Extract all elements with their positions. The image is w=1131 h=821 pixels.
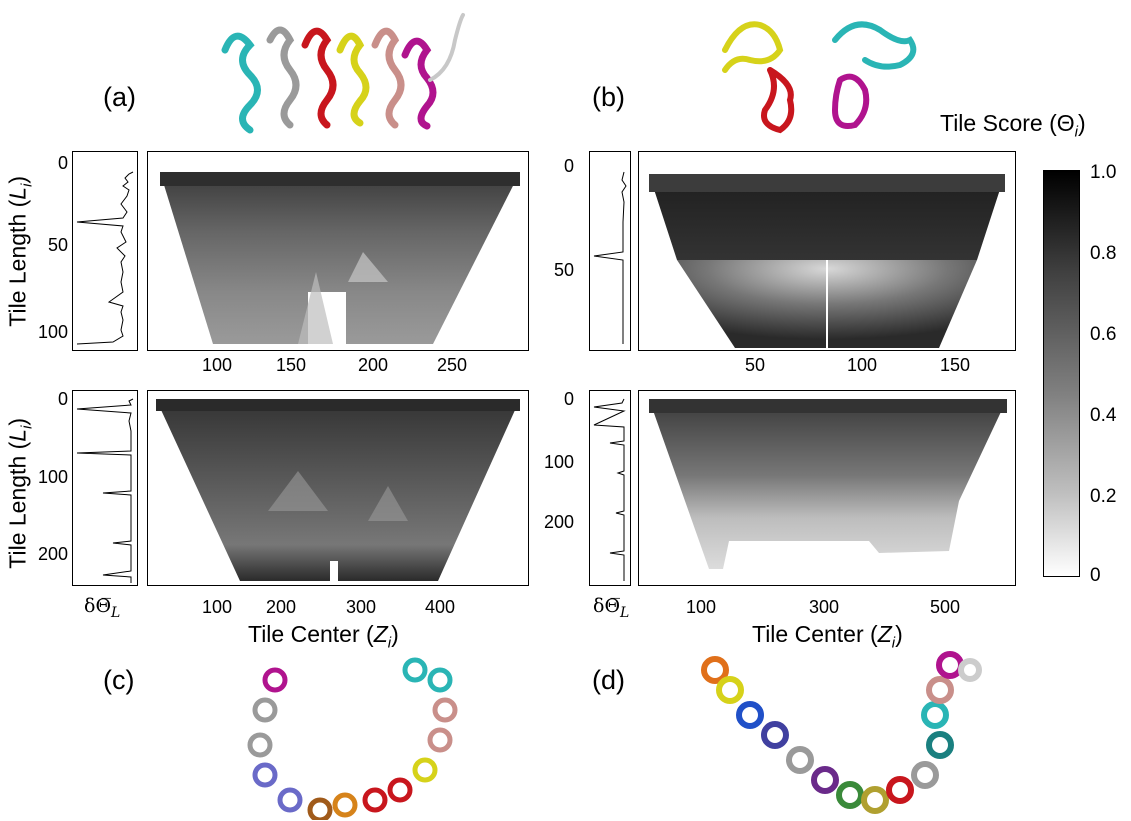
x-axis-label-left: Tile Center (Zi) (248, 621, 399, 652)
y-tick: 50 (47, 235, 68, 255)
delta-score-profile-bottom-right (589, 390, 631, 586)
delta-score-label-left: δΘ̅L (84, 595, 121, 621)
colorbar-tick: 0.2 (1090, 486, 1117, 507)
x-tick: 300 (346, 597, 377, 617)
delta-score-profile-top-right (589, 151, 631, 351)
y-tick: 100 (543, 452, 574, 472)
tile-score-map-top-left (147, 151, 529, 351)
protein-structure-b (715, 10, 940, 138)
x-tick: 250 (437, 355, 468, 375)
x-tick: 50 (745, 355, 766, 375)
y-tick: 0 (563, 389, 574, 409)
y-tick: 0 (57, 153, 68, 173)
x-tick: 200 (266, 597, 297, 617)
panel-letter-a: (a) (103, 82, 136, 112)
y-tick: 0 (563, 156, 574, 176)
colorbar (1043, 170, 1080, 577)
x-tick: 150 (940, 355, 971, 375)
x-tick: 400 (425, 597, 456, 617)
delta-score-profile-top-left (72, 151, 138, 351)
colorbar-title: Tile Score (Θi) (940, 110, 1086, 141)
tile-score-map-bottom-left (147, 390, 529, 586)
y-tick: 50 (553, 260, 574, 280)
colorbar-tick: 0.8 (1090, 243, 1117, 264)
y-tick: 200 (37, 544, 68, 564)
y-tick: 100 (37, 467, 68, 487)
y-tick: 200 (543, 512, 574, 532)
tile-score-map-bottom-right (638, 390, 1016, 586)
protein-structure-a (205, 10, 475, 142)
x-tick: 200 (358, 355, 389, 375)
colorbar-tick: 0.4 (1090, 405, 1117, 426)
panel-letter-d: (d) (592, 665, 625, 695)
x-tick: 100 (202, 597, 233, 617)
colorbar-tick: 0.6 (1090, 324, 1117, 345)
x-tick: 150 (276, 355, 307, 375)
panel-letter-b: (b) (592, 82, 625, 112)
protein-structure-c (235, 650, 490, 820)
x-axis-label-right: Tile Center (Zi) (752, 621, 903, 652)
panel-letter-c: (c) (103, 665, 135, 695)
x-tick: 100 (847, 355, 878, 375)
protein-structure-d (690, 645, 1020, 821)
x-tick: 100 (202, 355, 233, 375)
delta-score-label-right: δΘ̅L (593, 595, 630, 621)
delta-score-profile-bottom-left (72, 390, 138, 586)
x-tick: 500 (930, 597, 961, 617)
x-tick: 100 (686, 597, 717, 617)
y-tick: 0 (57, 389, 68, 409)
colorbar-tick: 1.0 (1090, 162, 1117, 183)
x-tick: 300 (809, 597, 840, 617)
y-tick: 100 (37, 322, 68, 342)
tile-score-map-top-right (638, 151, 1016, 351)
colorbar-tick: 0 (1090, 565, 1101, 586)
